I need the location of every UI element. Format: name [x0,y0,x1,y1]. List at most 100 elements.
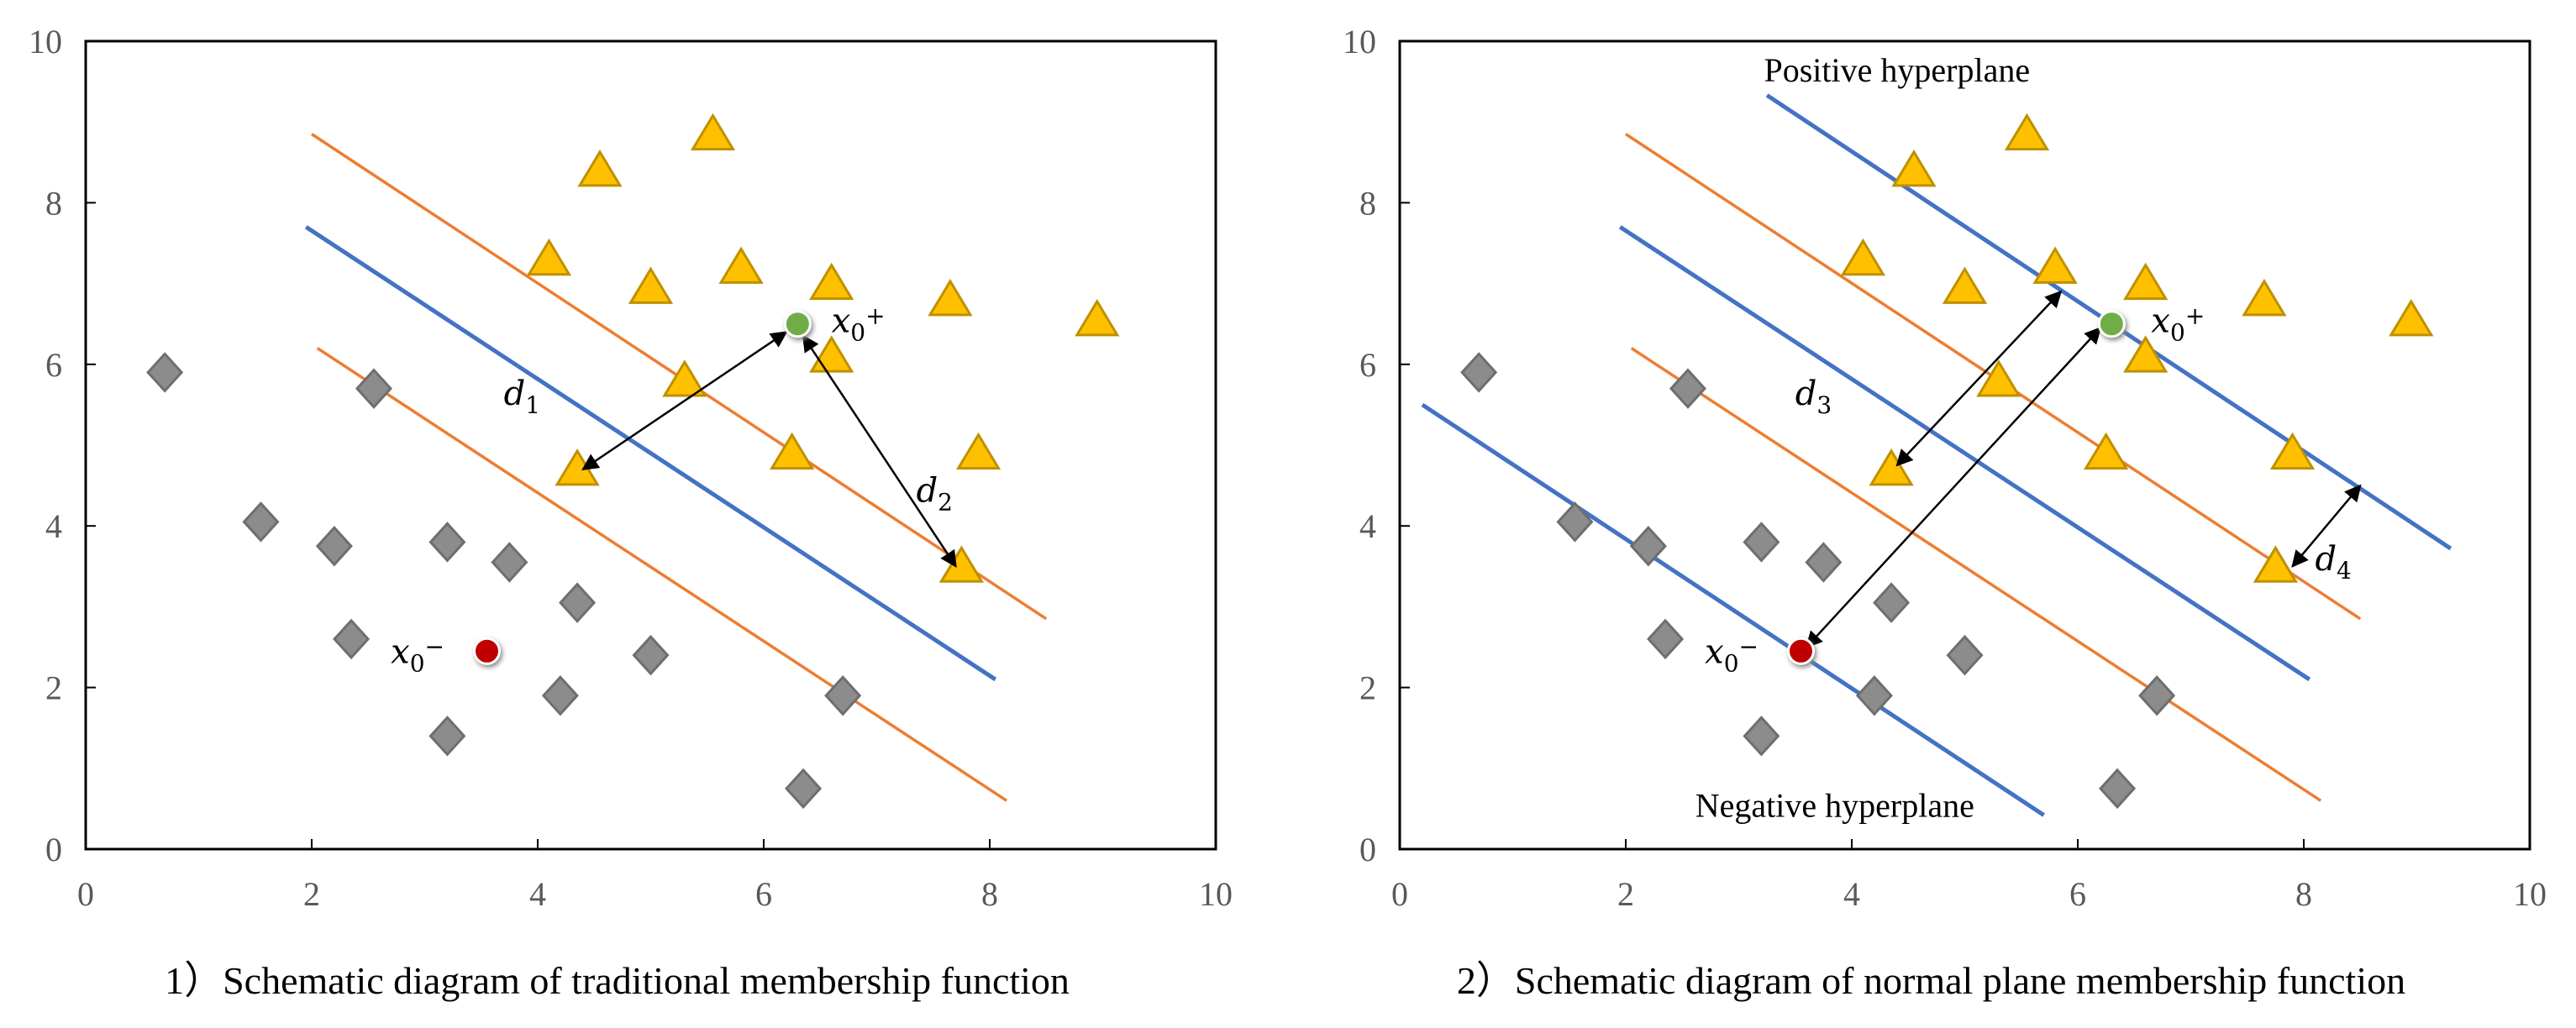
positive-sample-point [628,266,674,304]
positive-sample-point [809,335,854,373]
distance-arrow [581,331,788,470]
positive-sample-point [2253,545,2299,583]
negative-sample-point [1805,542,1843,583]
distance-label-d3: d3 [1795,375,1832,419]
center-symbol: x [1705,633,1724,672]
positive-sample-point [1976,359,2021,397]
negative-sample-point [146,352,184,393]
negative-sample-point [1855,674,1893,716]
center-superscript: + [865,302,885,329]
positive-sample-point [2083,432,2129,470]
y-tick-label: 10 [1343,23,1376,60]
x-tick-label: 6 [755,875,772,913]
y-tick-label: 6 [1359,346,1376,384]
distance-subscript: 4 [2337,557,2352,585]
positive-hyperplane-label: Positive hyperplane [1764,51,2030,89]
distance-symbol: d [504,375,526,413]
separating-line [316,347,1008,802]
separating-line [1421,402,2046,817]
negative-sample-point [1556,501,1594,543]
class-center-point [783,310,812,338]
positive-sample-point [2242,278,2287,317]
negative-sample-point [1873,582,1911,623]
positive-sample-point [1942,266,1988,304]
negative-sample-point [1669,368,1707,409]
center-symbol: x [832,302,851,340]
negative-sample-point [1629,526,1667,567]
x-tick-label: 0 [1391,875,1408,913]
distance-arrow [802,334,957,568]
positive-sample-point [1840,238,1886,276]
class-center-label-negative: x0− [1705,633,1759,678]
x-tick-label: 2 [1617,875,1634,913]
positive-sample-point [555,448,600,486]
y-tick-label: 8 [45,184,62,222]
y-tick-label: 4 [1359,507,1376,545]
center-subscript: 0 [2170,318,2185,346]
center-subscript: 0 [850,318,865,346]
x-tick-label: 8 [981,875,998,913]
negative-sample-point [355,368,393,409]
negative-sample-point [559,582,597,623]
distance-label-d4: d4 [2315,540,2351,585]
x-tick-label: 0 [77,875,94,913]
negative-sample-point [541,674,579,716]
chart-caption: 1）Schematic diagram of traditional membe… [165,959,1070,1002]
class-center-label-negative: x0− [391,633,444,678]
chart-caption: 2）Schematic diagram of normal plane memb… [1457,959,2405,1002]
x-tick-label: 4 [529,875,546,913]
negative-sample-point [315,526,353,567]
x-tick-label: 8 [2295,875,2312,913]
distance-symbol: d [1795,375,1817,413]
distance-arrow [1895,290,2063,467]
x-tick-label: 10 [2513,875,2547,913]
positive-sample-point [690,113,736,151]
negative-sample-point [1460,352,1498,393]
x-tick-label: 4 [1843,875,1860,913]
positive-sample-point [769,432,815,470]
y-tick-label: 2 [1359,669,1376,707]
positive-sample-point [2004,113,2050,151]
x-tick-label: 10 [1199,875,1233,913]
distance-arrow [1805,327,2102,648]
y-tick-label: 2 [45,669,62,707]
distance-subscript: 3 [1816,391,1832,419]
distance-symbol: d [2315,540,2337,579]
negative-sample-point [1743,522,1780,563]
distance-subscript: 1 [525,391,540,419]
center-subscript: 0 [1724,650,1739,678]
y-tick-label: 10 [29,23,62,60]
negative-sample-point [2138,674,2176,716]
negative-sample-point [1946,634,1984,676]
positive-sample-point [955,432,1001,470]
positive-sample-point [1075,298,1120,337]
distance-subscript: 2 [938,488,953,516]
class-center-point [2097,310,2126,338]
positive-sample-point [1891,149,1937,187]
x-tick-label: 6 [2069,875,2086,913]
negative-sample-point [1647,618,1685,660]
center-symbol: x [2151,302,2170,340]
y-tick-label: 4 [45,507,62,545]
plot-area [84,39,1217,851]
center-superscript: − [1739,633,1759,661]
class-center-point [1786,637,1815,665]
positive-sample-point [928,278,973,317]
positive-sample-point [2269,432,2316,470]
negative-sample-point [785,768,823,810]
distance-label-d1: d1 [504,375,540,419]
center-symbol: x [391,633,410,672]
negative-sample-point [333,618,371,660]
negative-sample-point [824,674,862,716]
distance-label-d2: d2 [917,471,953,516]
negative-sample-point [491,542,528,583]
class-center-label-positive: x0+ [832,302,886,346]
positive-sample-point [526,238,572,276]
y-tick-label: 6 [45,346,62,384]
x-tick-label: 2 [303,875,320,913]
distance-arrow [2291,484,2362,568]
positive-sample-point [2123,335,2169,373]
y-tick-label: 0 [1359,831,1376,868]
